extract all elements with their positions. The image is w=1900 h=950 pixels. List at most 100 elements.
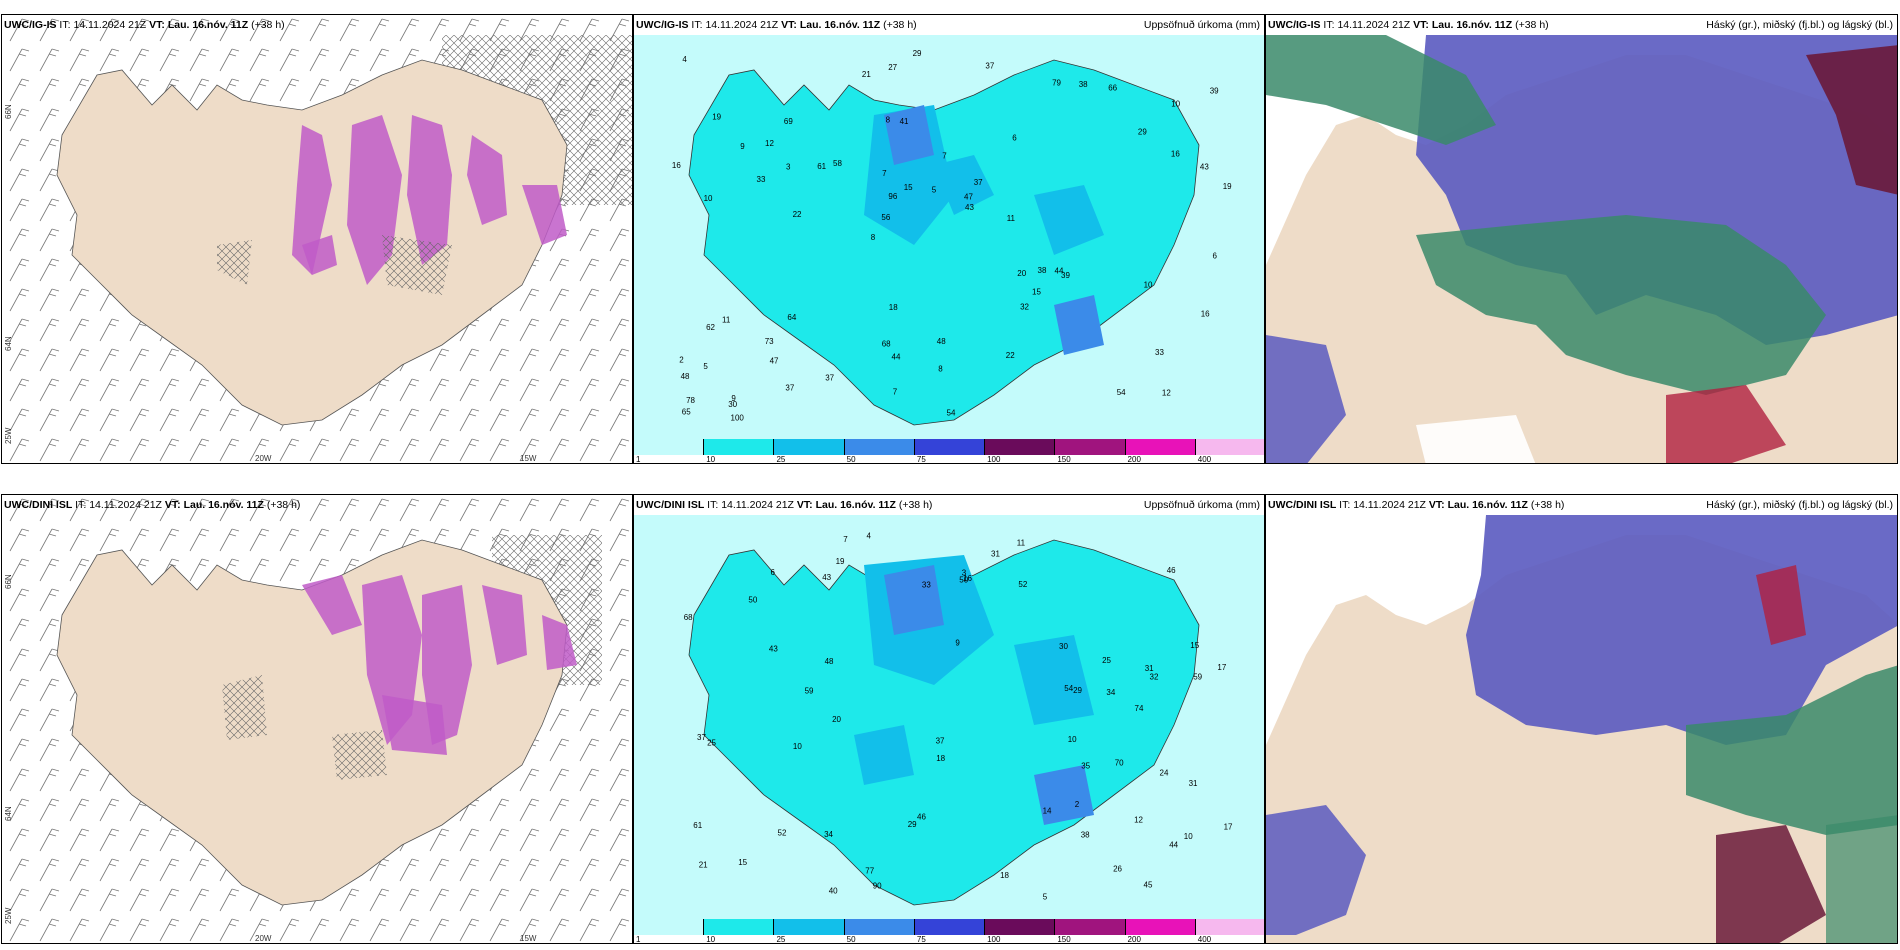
precip-value: 6 [771, 568, 776, 577]
cloud-panel-bottom: UWC/DINI ISL IT: 14.11.2024 21Z VT: Lau.… [1265, 494, 1898, 944]
precip-value: 31 [991, 549, 1000, 558]
precip-value: 43 [822, 573, 831, 582]
precip-value: 29 [908, 820, 917, 829]
colorbar-label: 150 [1057, 935, 1071, 944]
precip-value: 22 [1006, 351, 1015, 360]
precip-value: 32 [1150, 673, 1159, 682]
colorbar-label: 25 [776, 935, 786, 944]
precip-value: 46 [917, 813, 926, 822]
cloud-panel-top: UWC/IG-IS IT: 14.11.2024 21Z VT: Lau. 16… [1265, 14, 1898, 464]
panel-title: UWC/IG-IS IT: 14.11.2024 21Z VT: Lau. 16… [636, 19, 917, 31]
precip-value: 59 [1193, 672, 1202, 681]
precip-value: 44 [1169, 840, 1178, 849]
colorbar-swatch [704, 439, 775, 455]
precip-value: 26 [1113, 865, 1122, 874]
precip-value: 46 [1167, 566, 1176, 575]
lon-label: 20W [255, 934, 272, 943]
precip-value: 21 [862, 70, 871, 79]
precip-value: 2 [679, 356, 684, 365]
precip-value-labels: 1215109211931344643596874906150444346323… [684, 531, 1233, 901]
precip-value: 68 [882, 340, 891, 349]
precip-value: 56 [881, 213, 890, 222]
precip-value: 16 [963, 574, 972, 583]
precip-value: 29 [913, 49, 922, 58]
precip-value: 79 [1052, 78, 1061, 87]
precip-value: 50 [959, 576, 968, 585]
precip-value-labels: 1210108698711584847413739192719201656689… [672, 49, 1232, 422]
precip-value: 7 [882, 169, 887, 178]
precip-value: 8 [886, 116, 891, 125]
precip-value: 19 [712, 112, 721, 121]
colorbar-label: 150 [1057, 455, 1071, 464]
colorbar-label: 75 [916, 455, 926, 464]
precip-value: 44 [892, 352, 901, 361]
precip-value: 100 [731, 413, 745, 422]
precip-value: 29 [1073, 686, 1082, 695]
panel-right-title: Háský (gr.), miðský (fj.bl.) og lágský (… [1706, 499, 1893, 511]
colorbar-swatch [774, 439, 845, 455]
precip-value: 52 [1018, 580, 1027, 589]
precip-value: 47 [964, 193, 973, 202]
cloud-map [1266, 35, 1897, 463]
colorbar-label: 100 [987, 455, 1001, 464]
precip-colorbar: 1 10 25 50 75 100 150 200 400 [634, 919, 1264, 943]
wind-precip-map: 66N 64N 25W 20W 15W [2, 495, 632, 943]
colorbar-label: 200 [1127, 455, 1141, 464]
colorbar-swatch [1055, 439, 1126, 455]
panel-title: UWC/DINI ISL IT: 14.11.2024 21Z VT: Lau.… [1268, 499, 1565, 511]
precip-value: 15 [1190, 641, 1199, 650]
precip-value: 62 [706, 323, 715, 332]
precip-value: 54 [1064, 684, 1073, 693]
panel-title: UWC/IG-IS IT: 14.11.2024 21Z VT: Lau. 16… [1268, 19, 1549, 31]
precip-value: 5 [932, 186, 937, 195]
panel-right-title: Háský (gr.), miðský (fj.bl.) og lágský (… [1706, 19, 1893, 31]
panel-title: UWC/DINI ISL IT: 14.11.2024 21Z VT: Lau.… [636, 499, 933, 511]
precip-value: 4 [682, 55, 687, 64]
precip-value: 15 [1032, 288, 1041, 297]
precip-value: 48 [937, 337, 946, 346]
precip-value: 25 [707, 738, 716, 747]
precip-value: 18 [1000, 871, 1009, 880]
lat-label: 66N [4, 104, 13, 119]
precip-value: 7 [843, 535, 848, 544]
colorbar-swatch [634, 439, 705, 455]
precip-value: 50 [748, 596, 757, 605]
colorbar-swatch [985, 439, 1056, 455]
colorbar-swatch [1125, 439, 1196, 455]
precip-value: 12 [765, 139, 774, 148]
precip-value: 59 [805, 687, 814, 696]
colorbar-swatch [914, 439, 986, 455]
precip-value: 54 [947, 408, 956, 417]
precip-value: 43 [1200, 163, 1209, 172]
precip-value: 21 [699, 861, 708, 870]
precip-value: 16 [672, 161, 681, 170]
precip-value: 68 [684, 613, 693, 622]
colorbar-label: 100 [987, 935, 1001, 944]
precip-value: 9 [955, 639, 960, 648]
precip-value: 38 [1038, 266, 1047, 275]
precip-value: 5 [703, 362, 708, 371]
precip-value: 39 [1061, 271, 1070, 280]
colorbar-swatch [844, 919, 915, 935]
precip-value: 10 [1184, 832, 1193, 841]
precip-value: 34 [1106, 688, 1115, 697]
precip-value: 6 [1012, 133, 1017, 142]
precip-value: 90 [873, 881, 882, 890]
precip-value: 48 [825, 657, 834, 666]
lon-label: 20W [255, 454, 272, 463]
lat-label: 25W [4, 427, 13, 444]
precip-value: 15 [738, 858, 747, 867]
precip-value: 7 [942, 152, 947, 161]
panel-right-title: Uppsöfnuð úrkoma (mm) [1143, 499, 1260, 511]
cloud-map [1266, 515, 1897, 943]
precip-value: 9 [731, 394, 736, 403]
precip-value: 61 [817, 162, 826, 171]
colorbar-swatch [774, 919, 845, 935]
precip-value: 37 [985, 62, 994, 71]
accum-precip-map: 1210108698711584847413739192719201656689… [634, 35, 1264, 445]
precip-value: 9 [740, 142, 745, 151]
colorbar-label: 25 [776, 455, 786, 464]
precip-value: 39 [1210, 87, 1219, 96]
precip-value: 24 [1160, 769, 1169, 778]
precip-value: 96 [888, 192, 897, 201]
